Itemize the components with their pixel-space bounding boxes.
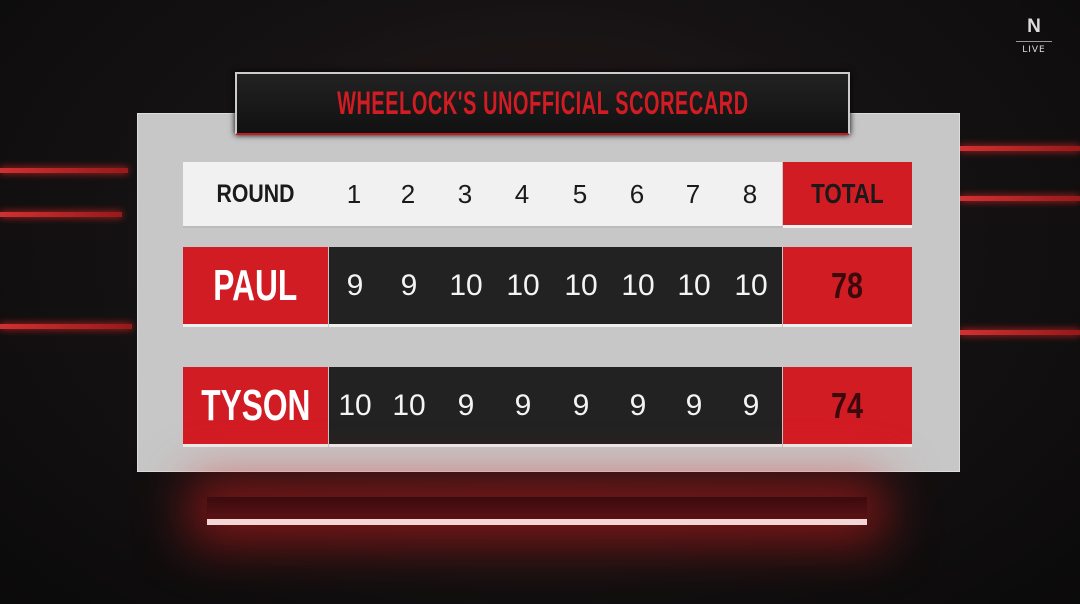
round-number: 5 [572,178,588,209]
round-score: 10 [449,269,483,302]
total-header: TOTAL [783,162,912,228]
arena-light-strip [0,324,132,329]
round-number: 7 [685,178,701,209]
round-score: 10 [338,389,372,422]
round-score: 9 [400,269,418,302]
round-number: 2 [400,178,416,209]
round-score: 10 [621,269,655,302]
round-score: 10 [564,269,598,302]
fighter-name: PAUL [183,247,328,327]
round-score: 10 [506,269,540,302]
arena-light-strip [960,330,1080,335]
round-scores: 10 10 9 9 9 9 9 9 [329,367,782,447]
round-score: 9 [629,389,647,422]
live-badge: LIVE [1022,45,1046,55]
round-label: ROUND [216,179,295,208]
round-scores: 9 9 10 10 10 10 10 10 [329,247,782,327]
arena-light-strip [0,212,122,217]
scorecard-title: WHEELOCK'S UNOFFICIAL SCORECARD [336,85,749,121]
round-score: 10 [734,269,768,302]
round-score: 9 [346,269,364,302]
scorecard-title-banner: WHEELOCK'S UNOFFICIAL SCORECARD [235,72,850,135]
round-header-row: ROUND 1 2 3 4 5 6 7 8 [183,162,782,228]
round-number: 3 [457,178,473,209]
netflix-live-logo: N LIVE [1016,16,1052,55]
netflix-logo: N [1027,16,1041,37]
round-score: 10 [677,269,711,302]
arena-light-strip [960,146,1080,151]
round-score: 9 [572,389,590,422]
round-number: 6 [629,178,645,209]
arena-light-strip [960,196,1080,201]
total-score: 74 [783,367,912,447]
round-number: 1 [346,178,362,209]
round-score: 9 [742,389,760,422]
round-score: 10 [392,389,426,422]
glow-base-bar [207,497,867,525]
round-number: 4 [514,178,530,209]
fighter-name: TYSON [183,367,328,447]
round-score: 9 [514,389,532,422]
round-score: 9 [685,389,703,422]
round-score: 9 [457,389,475,422]
total-score: 78 [783,247,912,327]
round-number: 8 [742,178,758,209]
arena-light-strip [0,168,128,173]
